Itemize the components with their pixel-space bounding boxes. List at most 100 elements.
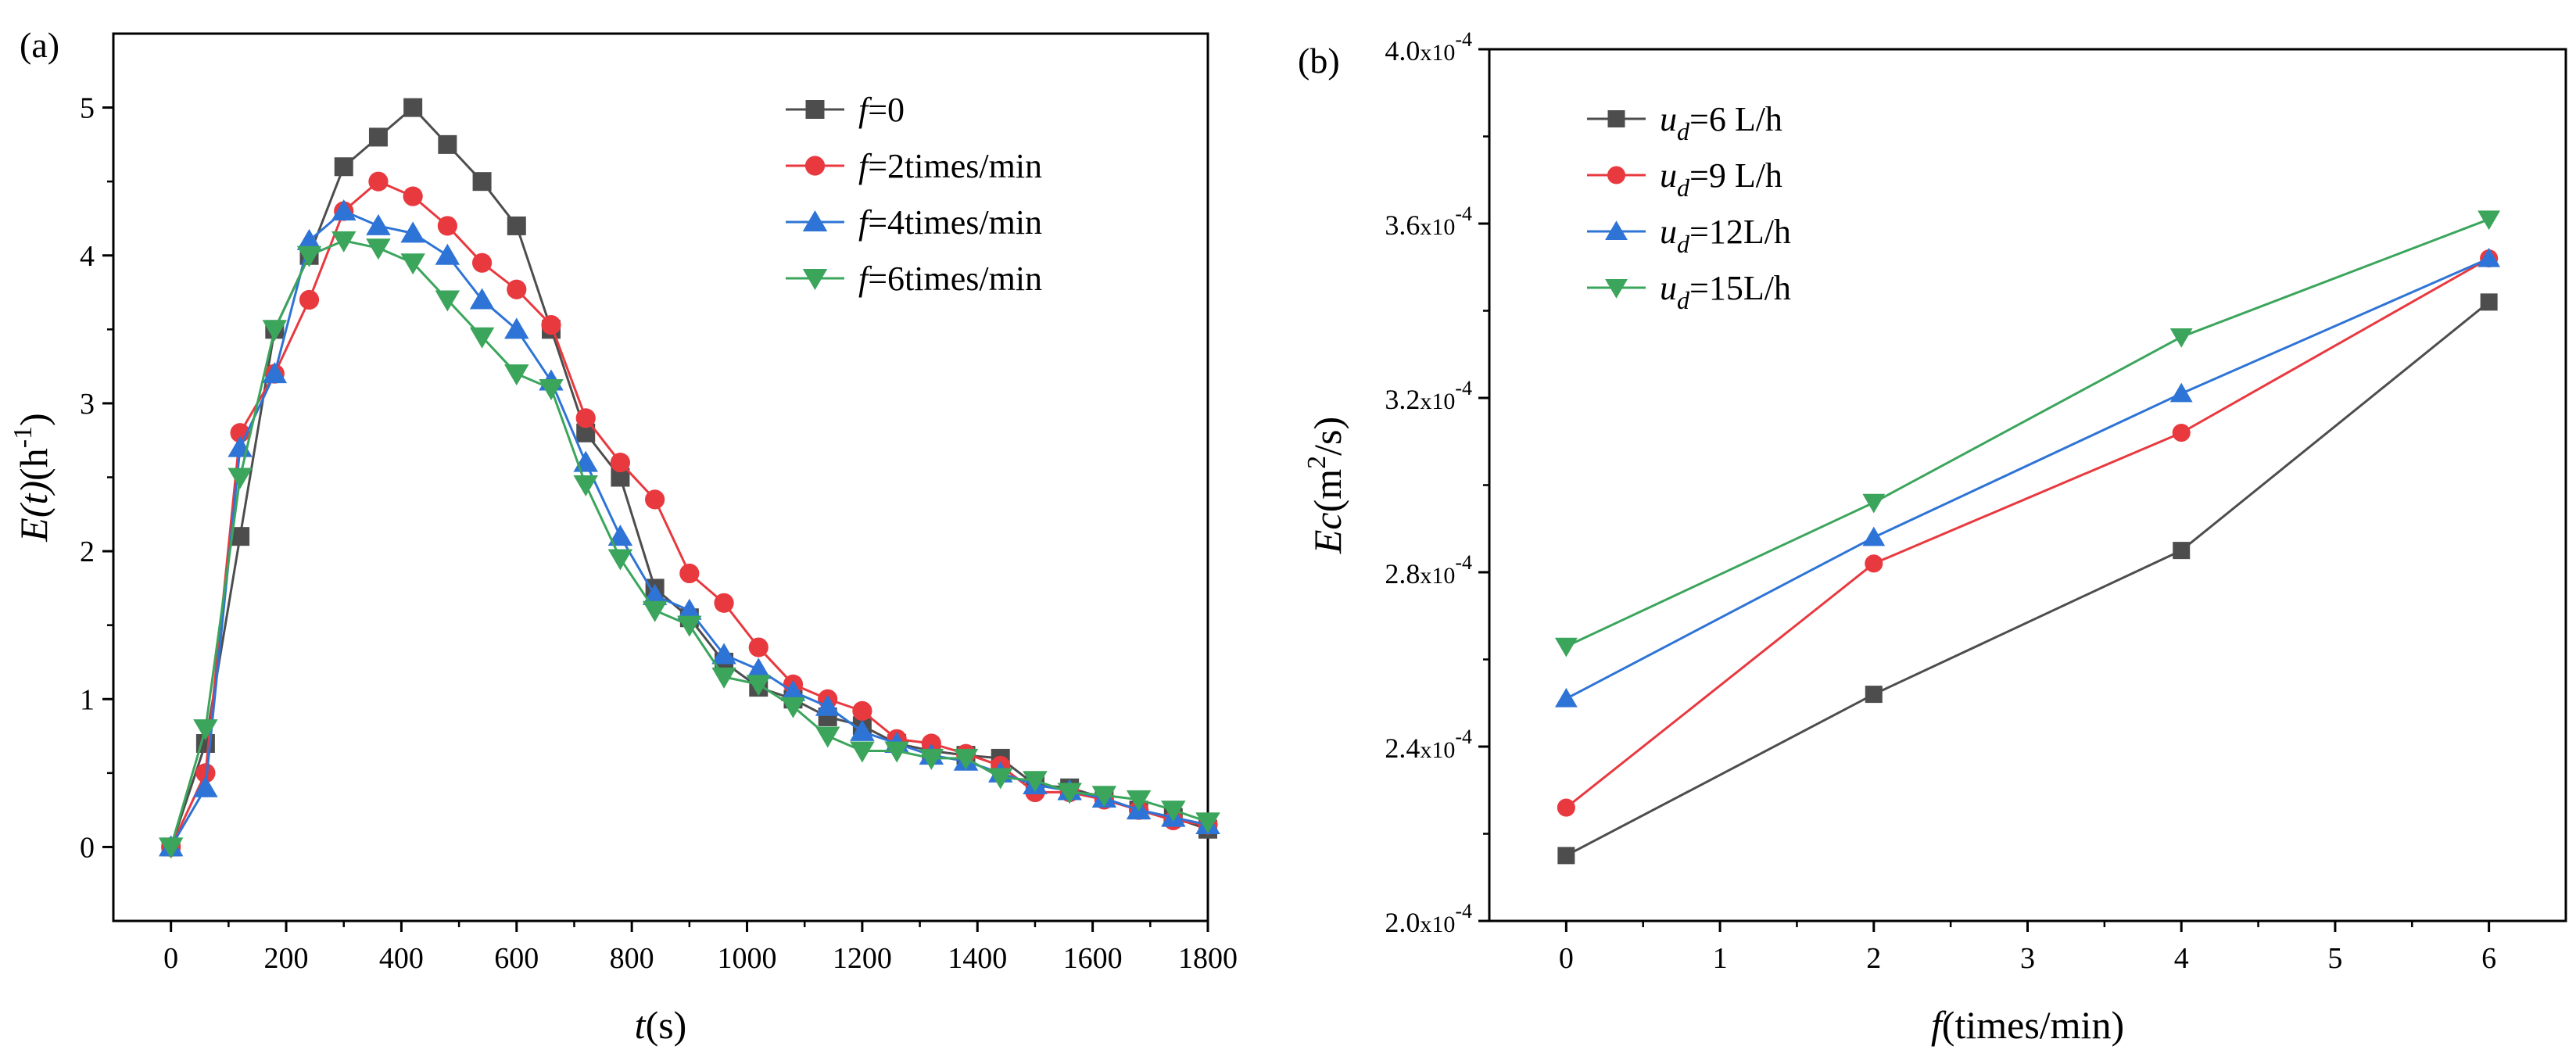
series-4 — [1554, 210, 2501, 657]
y-tick-label: 2.0x10-4 — [1385, 900, 1472, 938]
data-point — [884, 741, 909, 763]
data-point — [1195, 812, 1220, 834]
data-point — [507, 279, 527, 299]
x-tick-label: 1800 — [1178, 942, 1238, 975]
series-line — [170, 239, 1209, 847]
data-point — [815, 726, 840, 748]
legend-marker — [1607, 166, 1626, 184]
y-tick-label: 4.0x10-4 — [1385, 28, 1472, 66]
data-point — [677, 615, 702, 637]
x-tick-label: 200 — [264, 942, 309, 975]
data-point — [262, 362, 288, 384]
x-tick-label: 600 — [494, 942, 539, 975]
data-point — [504, 364, 529, 386]
panel-b: (b) 0 1 2 3 4 5 6 2.0x10-4 2.4x10-4 2.8x10-4 3.2x10… — [1298, 28, 2567, 1047]
data-point — [299, 289, 320, 310]
series-line — [170, 180, 1209, 848]
data-point — [1091, 786, 1117, 808]
data-point — [472, 172, 492, 192]
data-point — [711, 667, 736, 689]
series-line — [1565, 257, 2490, 700]
data-point — [539, 379, 564, 400]
x-tick-label: 0 — [1559, 942, 1574, 975]
legend-entry: ud=12L/h — [1587, 213, 1791, 258]
data-point — [746, 657, 772, 679]
series-1 — [1557, 293, 2498, 865]
series-line — [170, 210, 1209, 848]
panel-a: (a) 0 200 400 600 800 1000 1200 1400 1600 1800 0 1 2 3… — [9, 25, 1238, 1047]
data-point — [334, 157, 353, 177]
data-point — [1557, 847, 1575, 865]
panel-label: (b) — [1298, 41, 1340, 81]
x-axis-label: f(times/min) — [1931, 1003, 2124, 1047]
data-point — [438, 134, 457, 154]
y-tick-label: 2.4x10-4 — [1385, 725, 1472, 764]
x-tick-label: 1400 — [948, 942, 1007, 975]
data-point — [368, 127, 388, 147]
legend-label: f=0 — [858, 91, 905, 129]
data-point — [195, 763, 216, 783]
x-tick-label: 2 — [1866, 942, 1881, 975]
series-2 — [161, 171, 1218, 858]
series-3 — [1554, 247, 2501, 708]
x-tick-label: 4 — [2174, 942, 2189, 975]
legend-label: f=6times/min — [858, 260, 1042, 298]
series-line — [1565, 257, 2490, 809]
data-point — [366, 238, 391, 260]
x-tick-label: 1600 — [1063, 942, 1123, 975]
data-point — [711, 643, 736, 665]
legend-entry: ud=6 L/h — [1587, 100, 1782, 145]
series-4 — [158, 231, 1220, 859]
legend-marker — [805, 100, 825, 119]
data-point — [607, 525, 633, 546]
data-point — [471, 253, 493, 273]
legend-entry: ud=15L/h — [1587, 269, 1791, 314]
data-point — [919, 748, 944, 770]
y-axis-label: Ec(m2/s) — [1302, 417, 1349, 554]
legend-entry: f=2times/min — [786, 147, 1042, 185]
legend-label: ud=15L/h — [1660, 269, 1791, 314]
data-point — [2169, 328, 2193, 348]
data-point — [748, 637, 769, 657]
data-point — [331, 199, 356, 220]
x-tick-label: 400 — [379, 942, 424, 975]
data-point — [852, 700, 872, 721]
data-point — [780, 679, 806, 701]
data-point — [437, 216, 457, 236]
data-point — [746, 675, 772, 697]
data-point — [158, 837, 184, 859]
legend-marker — [1607, 110, 1625, 127]
legend-label: f=4times/min — [858, 203, 1042, 242]
data-point — [296, 245, 322, 267]
data-point — [607, 549, 633, 571]
data-point — [228, 468, 253, 489]
data-point — [1057, 783, 1082, 804]
data-point — [1161, 801, 1186, 822]
data-point — [400, 221, 425, 243]
x-tick-label: 800 — [610, 942, 654, 975]
data-point — [677, 598, 702, 620]
data-point — [469, 327, 495, 349]
legend-entry: f=6times/min — [786, 260, 1042, 298]
data-point — [469, 288, 495, 310]
series-2 — [1557, 249, 2499, 817]
data-point — [1554, 687, 1578, 708]
x-axis-label: t(s) — [635, 1003, 687, 1047]
data-point — [1557, 798, 1575, 817]
data-point — [368, 171, 389, 192]
data-point — [1862, 526, 1886, 546]
data-point — [403, 98, 423, 117]
x-tick-label: 0 — [163, 942, 178, 975]
data-point — [1865, 554, 1883, 573]
x-tick-label: 1200 — [833, 942, 892, 975]
data-point — [921, 733, 941, 754]
legend-marker — [1605, 279, 1628, 299]
data-point — [780, 697, 806, 718]
x-tick-label: 1000 — [718, 942, 777, 975]
series-1 — [161, 98, 1217, 857]
series-line — [1565, 218, 2490, 648]
data-point — [1862, 493, 1886, 514]
legend-label: ud=12L/h — [1660, 213, 1791, 258]
data-point — [2173, 542, 2191, 560]
data-point — [262, 320, 288, 342]
